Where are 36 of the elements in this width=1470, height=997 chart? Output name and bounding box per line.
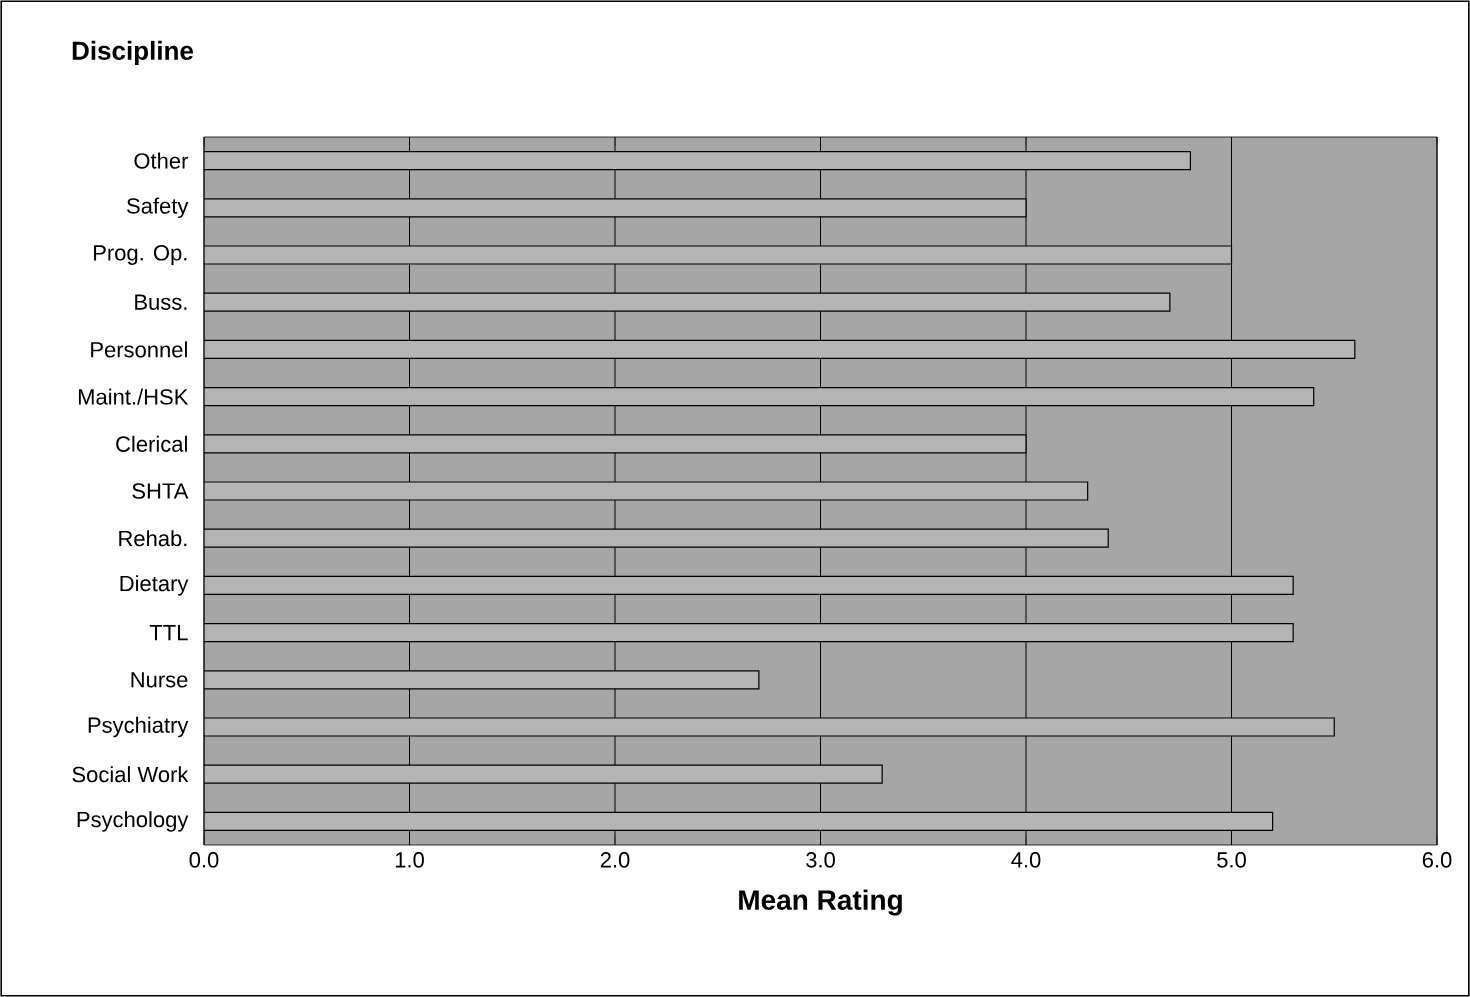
y-tick-label: Clerical [116,435,187,452]
y-tick-label: Rehab. [119,530,187,547]
y-tick-label: Buss. [135,294,187,310]
y-tick-label: SHTA [132,483,189,499]
bar [204,198,1027,218]
bar [204,764,883,784]
y-tick-label: Safety [127,197,189,219]
bar [204,811,1274,831]
chart-title: Discipline [72,40,194,66]
y-tick-label: Psychiatry [88,716,189,738]
y-tick-label: Maint./HSK [78,388,189,405]
bar [204,292,1171,312]
y-tick-label: Personnel [91,341,187,358]
bar [204,387,1315,407]
bar [204,151,1192,171]
y-tick-label: Dietary [120,575,189,596]
y-tick-label: TTL [149,625,188,641]
x-tick-label: 6.0 [1422,852,1452,868]
x-tick-label: 0.0 [189,852,219,868]
y-tick-label: Prog. Op. [94,245,187,265]
y-tick-label: Psychology [77,811,189,832]
y-tick-label: Nurse [131,672,188,688]
bar [204,339,1356,360]
x-tick-label: 2.0 [600,852,630,868]
x-tick-label: 4.0 [1011,852,1041,868]
x-axis-title: Mean Rating [739,889,902,916]
y-tick-label: Social Work [72,766,189,783]
bar [204,623,1294,643]
x-tick-label: 3.0 [806,852,835,868]
y-tick-label: Other [134,152,189,169]
x-tick-label: 5.0 [1217,852,1246,868]
bar [204,434,1027,454]
bar [204,575,1294,596]
bar [204,528,1109,548]
x-tick-label: 1.0 [395,852,424,868]
bar [204,670,760,690]
